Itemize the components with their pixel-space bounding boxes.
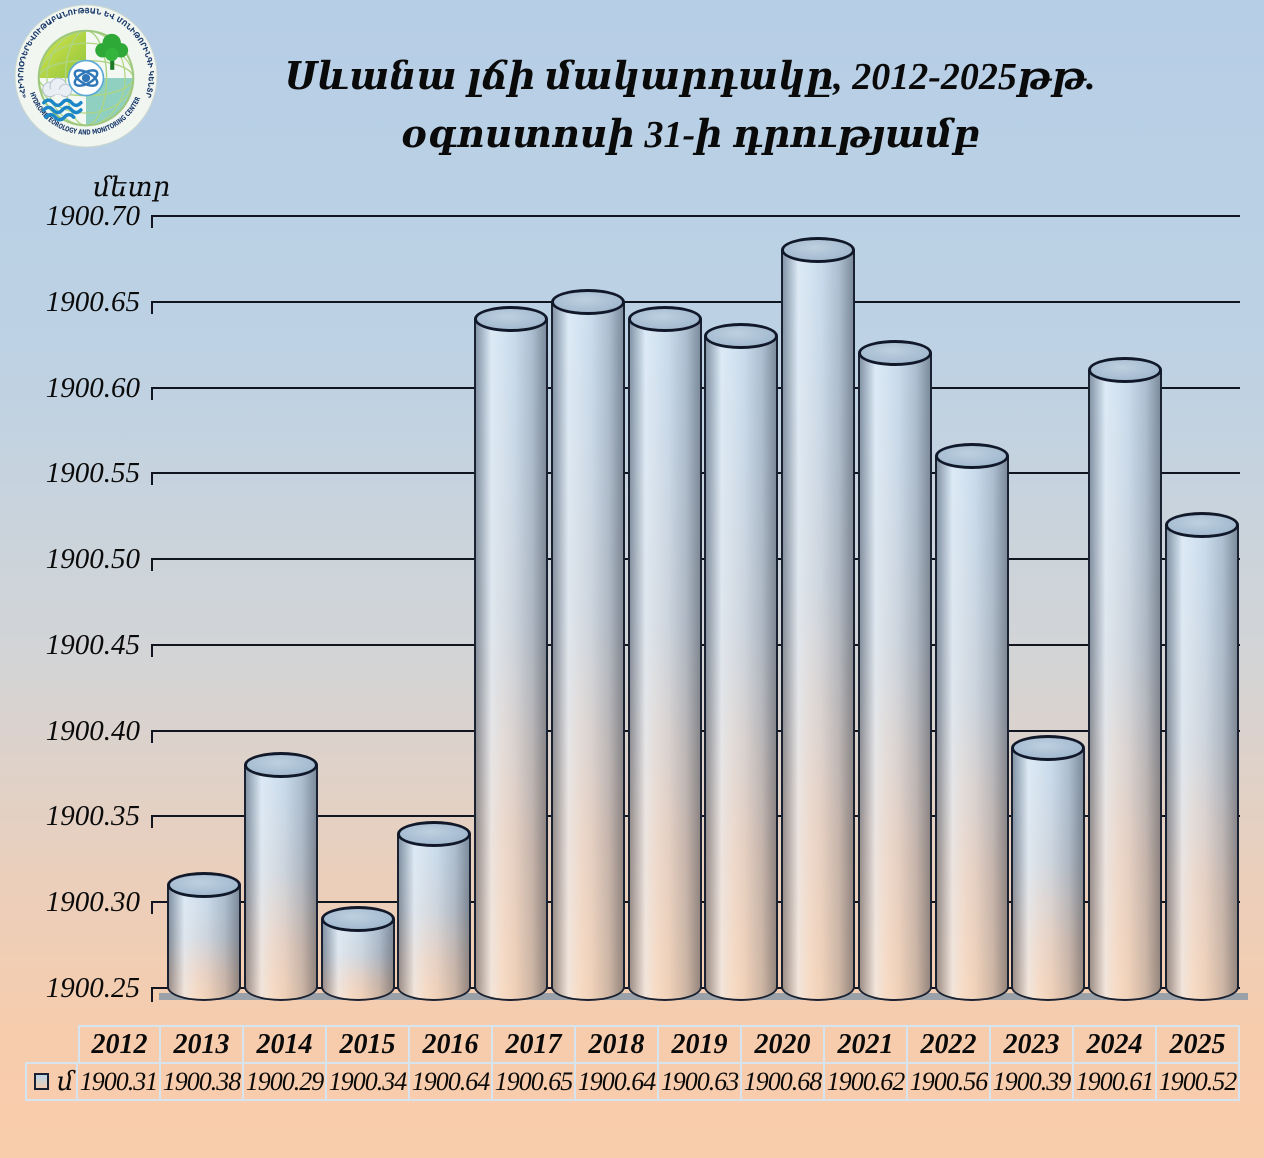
cylinder-top (704, 323, 779, 350)
table-year-cell: 2016 (410, 1025, 493, 1062)
cylinder-top (1088, 357, 1163, 384)
logo-center-emblem (67, 59, 105, 97)
cylinder-top (474, 305, 549, 332)
gridline (151, 300, 1240, 303)
cylinder-bar (474, 318, 549, 1001)
y-axis-tick-label: 1900.25 (45, 972, 140, 1004)
y-axis-tick (151, 644, 153, 657)
cloud-icon (42, 77, 73, 98)
y-axis-tick (151, 301, 153, 314)
cylinder-top (1165, 511, 1239, 538)
table-year-cell: 2021 (825, 1025, 908, 1062)
cylinder-bar (167, 885, 241, 1001)
cylinder-bar (1165, 524, 1239, 1001)
table-value-cell: 1900.38 (161, 1062, 244, 1101)
y-axis-tick-label: 1900.45 (45, 628, 140, 661)
table-value-cell: 1900.64 (410, 1062, 493, 1101)
cylinder-top (857, 340, 932, 367)
y-axis-tick (151, 730, 153, 743)
cylinder-top (781, 237, 856, 264)
table-year-cell: 2013 (161, 1025, 244, 1062)
cylinder-top (934, 443, 1009, 470)
cylinder-bar (397, 833, 472, 1001)
y-axis-tick-label: 1900.60 (45, 371, 140, 404)
y-axis-tick-label: 1900.55 (45, 457, 140, 490)
table-value-cell: 1900.29 (244, 1062, 327, 1101)
gridline (151, 215, 1240, 217)
cylinder-bar (781, 250, 856, 1001)
cylinder-top (320, 906, 395, 933)
table-value-cell: 1900.68 (742, 1062, 825, 1101)
table-year-cell: 2012 (78, 1025, 161, 1062)
table-legend-cell: մ (25, 1062, 78, 1101)
y-axis-tick (151, 473, 153, 486)
chart-title-line1: Սևանա լճի մակարդակը, 2012-2025թթ. (284, 56, 1096, 98)
chart-title: Սևանա լճի մակարդակը, 2012-2025թթ. օգոստո… (180, 48, 1200, 164)
cylinder-top (627, 305, 702, 332)
logo-globe-rim (37, 29, 135, 127)
table-value-cell: 1900.39 (991, 1062, 1074, 1101)
cylinder-bar (1088, 370, 1163, 1001)
chart-title-line2: օգոստոսի 31-ի դրությամբ (400, 114, 980, 156)
cylinder-top (397, 820, 472, 847)
y-axis-tick-label: 1900.70 (45, 200, 140, 232)
cylinder-top (243, 751, 318, 778)
y-axis-unit-label: մետր (93, 172, 170, 202)
y-axis-tick (151, 559, 153, 572)
org-logo: «ՀԻԴՐՈՕԴԵՐԵՎՈՒԹԱԲԱՆՈՒԹՅԱՆ ԵՎ ՄՈՆԻԹՈՐԻՆԳԻ… (14, 4, 158, 148)
cylinder-top (1011, 734, 1086, 761)
cylinder-bar (320, 919, 395, 1001)
table-value-cell: 1900.63 (659, 1062, 742, 1101)
y-axis-tick-label: 1900.35 (45, 800, 140, 833)
table-year-cell: 2017 (493, 1025, 576, 1062)
cylinder-top (167, 872, 241, 899)
cylinder-top (550, 288, 625, 315)
table-value-cell: 1900.62 (825, 1062, 908, 1101)
cylinder-bar (704, 336, 779, 1001)
y-axis-tick-label: 1900.65 (45, 285, 140, 318)
cylinder-bar (857, 353, 932, 1001)
table-year-cell: 2019 (659, 1025, 742, 1062)
table-year-cell: 2024 (1074, 1025, 1157, 1062)
table-year-cell: 2014 (244, 1025, 327, 1062)
cylinder-bar (627, 318, 702, 1001)
y-axis-tick-label: 1900.50 (45, 543, 140, 576)
series-legend-label: մ (57, 1066, 74, 1096)
cylinder-bar (550, 301, 625, 1001)
table-year-cell: 2022 (908, 1025, 991, 1062)
table-value-cell: 1900.31 (78, 1062, 161, 1101)
y-axis-tick-label: 1900.30 (45, 886, 140, 919)
table-value-cell: 1900.56 (908, 1062, 991, 1101)
y-axis-tick (151, 902, 153, 915)
category-axis-tick (151, 987, 153, 1002)
y-axis-tick (151, 387, 153, 400)
cylinder-bar (934, 456, 1009, 1001)
table-value-cell: 1900.34 (327, 1062, 410, 1101)
table-year-cell: 2023 (991, 1025, 1074, 1062)
cylinder-bar (243, 764, 318, 1001)
waves-icon (42, 98, 83, 122)
table-value-cell: 1900.64 (576, 1062, 659, 1101)
cylinder-bar (1011, 747, 1086, 1001)
axis-shadow (159, 993, 1248, 1000)
tree-icon (95, 33, 129, 70)
table-year-cell: 2018 (576, 1025, 659, 1062)
table-value-cell: 1900.61 (1074, 1062, 1157, 1101)
y-axis-tick (151, 216, 153, 228)
table-value-cell: 1900.52 (1157, 1062, 1240, 1101)
y-axis-tick (151, 816, 153, 829)
table-year-cell: 2025 (1157, 1025, 1240, 1062)
series-legend-key (34, 1073, 49, 1090)
table-value-cell: 1900.65 (493, 1062, 576, 1101)
y-axis-tick-label: 1900.40 (45, 714, 140, 747)
table-year-cell: 2020 (742, 1025, 825, 1062)
table-year-cell: 2015 (327, 1025, 410, 1062)
